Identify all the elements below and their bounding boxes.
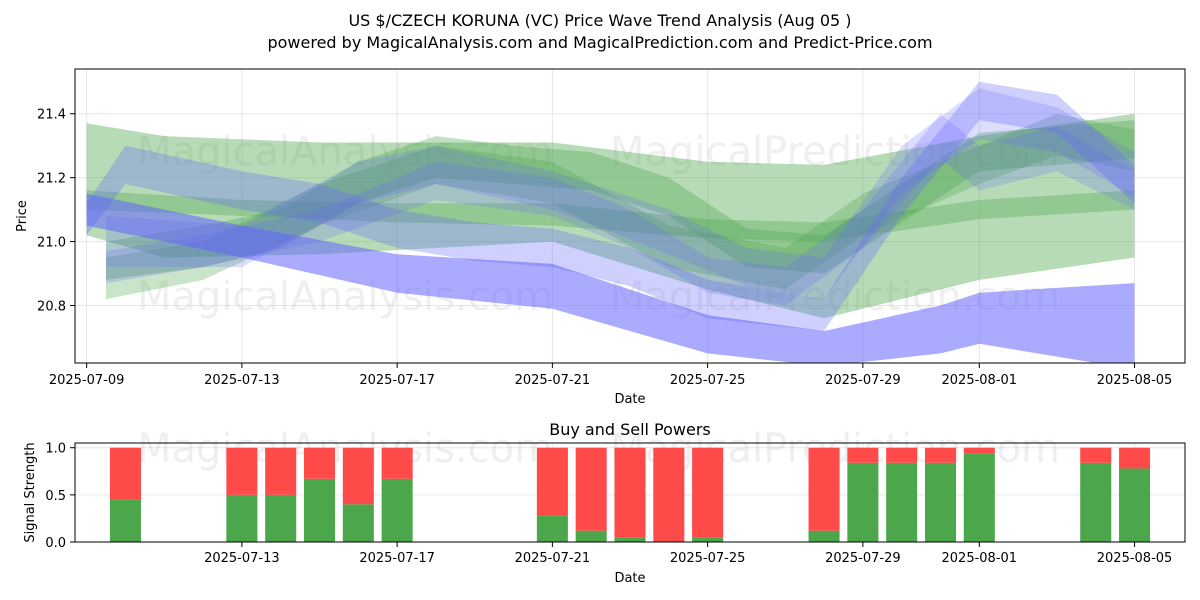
y-tick-label-1: 0.5 [45,489,66,504]
buy-bar [226,494,258,542]
x-tick-label-1: 2025-07-13 [204,373,280,388]
sell-bar [808,447,840,531]
buy-bar [109,499,141,542]
sell-bar [692,447,724,538]
buy-bar [303,478,336,542]
y-axis-label: Signal Strength [23,442,38,542]
buy-bar [381,478,413,542]
chart-title-line2: powered by MagicalAnalysis.com and Magic… [267,33,932,52]
green-band-1 [86,113,1135,319]
y-tick-label-3: 21.4 [37,108,66,123]
sell-bar [381,447,413,479]
sell-bar [109,447,141,500]
buy-bar [886,462,918,542]
sell-bar [575,447,607,531]
sell-bar [963,447,995,454]
x-tick-label-3: 2025-07-25 [670,551,746,566]
sell-bar [653,447,685,542]
x-tick-label-6: 2025-08-05 [1097,551,1173,566]
blue-wave-1 [86,81,1135,331]
x-tick-label-1: 2025-07-17 [359,551,435,566]
x-tick-label-2: 2025-07-21 [515,551,591,566]
x-tick-label-4: 2025-07-25 [670,373,746,388]
y-tick-label-0: 20.8 [37,299,66,314]
blue-wave-3 [106,113,1135,306]
x-tick-label-0: 2025-07-09 [49,373,125,388]
sell-bar [342,447,374,505]
x-tick-label-3: 2025-07-21 [515,373,591,388]
blue-band-1 [86,193,1135,363]
price-bands [86,81,1135,363]
buy-bar [847,462,879,542]
signal-plot: MagicalAnalysis.comMagicalPrediction.com… [23,420,1186,586]
green-wave-1 [106,120,1135,280]
watermark: MagicalAnalysis.com [137,129,553,175]
sell-bar [847,447,879,463]
x-tick-label-7: 2025-08-05 [1097,373,1173,388]
signal-plot-frame [74,442,1186,543]
y-tick-label-2: 1.0 [45,442,66,457]
green-band-2 [86,190,1135,242]
x-tick-label-2: 2025-07-17 [359,373,435,388]
x-axis-label: Date [614,392,645,407]
buy-bar [692,537,724,542]
price-plot: MagicalAnalysis.com MagicalPrediction.com… [15,68,1186,407]
sell-bar [1080,447,1112,463]
sell-bar [924,447,957,463]
sell-bar [536,447,568,516]
price-plot-frame [74,68,1186,364]
sell-bar [303,447,336,479]
buy-bar [536,515,568,542]
sell-bar [614,447,646,538]
y-tick-label-0: 0.0 [45,536,66,551]
buy-bar [614,537,646,542]
buy-bar [342,504,374,542]
green-wave-2 [106,113,1135,300]
chart-title-line1: US $/CZECH KORUNA (VC) Price Wave Trend … [348,11,851,30]
buy-bar [808,530,840,542]
x-tick-label-0: 2025-07-13 [204,551,280,566]
sell-bar [265,447,297,495]
x-tick-label-5: 2025-08-01 [942,551,1018,566]
sell-bar [886,447,918,463]
sell-bar [226,447,258,495]
buy-bar [265,494,297,542]
buy-bar [963,453,995,542]
blue-wave-2 [106,88,1135,300]
y-axis-label: Price [15,200,30,232]
buy-bar [1119,468,1151,542]
x-tick-label-6: 2025-08-01 [942,373,1018,388]
x-tick-label-4: 2025-07-29 [825,551,901,566]
x-tick-label-5: 2025-07-29 [825,373,901,388]
y-tick-label-1: 21.0 [37,236,66,251]
buy-bar [1080,462,1112,542]
buy-bar [924,462,957,542]
x-axis-label: Date [614,571,645,586]
y-tick-label-2: 21.2 [37,172,66,187]
buy-bar [575,530,607,542]
watermark: MagicalPrediction.com [610,129,1060,175]
sell-bar [1119,447,1151,469]
signal-plot-title: Buy and Sell Powers [549,420,711,439]
